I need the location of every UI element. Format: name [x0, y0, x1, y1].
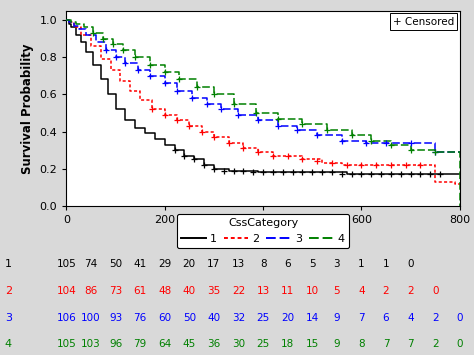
Text: 76: 76: [134, 313, 147, 323]
Text: 86: 86: [84, 286, 98, 296]
Text: 4: 4: [358, 286, 365, 296]
Text: 2: 2: [432, 313, 438, 323]
Text: 73: 73: [109, 286, 122, 296]
Text: 0: 0: [456, 339, 463, 349]
Text: 20: 20: [281, 313, 294, 323]
Text: 0: 0: [407, 260, 414, 269]
Text: 8: 8: [358, 339, 365, 349]
Text: 7: 7: [383, 339, 389, 349]
Text: 13: 13: [256, 286, 270, 296]
Text: 1: 1: [5, 260, 12, 269]
Text: 5: 5: [334, 286, 340, 296]
Text: 9: 9: [334, 339, 340, 349]
Text: 3: 3: [334, 260, 340, 269]
Text: 2: 2: [432, 339, 438, 349]
Text: 36: 36: [207, 339, 220, 349]
Text: 104: 104: [56, 286, 76, 296]
Text: 22: 22: [232, 286, 245, 296]
Text: 13: 13: [232, 260, 245, 269]
Text: 1: 1: [358, 260, 365, 269]
Text: 20: 20: [183, 260, 196, 269]
Text: 40: 40: [183, 286, 196, 296]
Text: 1: 1: [383, 260, 389, 269]
Y-axis label: Survival Probability: Survival Probability: [21, 43, 34, 174]
Text: 30: 30: [232, 339, 245, 349]
Text: 50: 50: [109, 260, 122, 269]
Text: 2: 2: [5, 286, 12, 296]
Text: 74: 74: [84, 260, 98, 269]
X-axis label: Duration of OS (Days): Duration of OS (Days): [191, 230, 336, 244]
Text: 0: 0: [432, 286, 438, 296]
Text: 9: 9: [334, 313, 340, 323]
Text: 15: 15: [306, 339, 319, 349]
Text: 2: 2: [407, 286, 414, 296]
Text: 93: 93: [109, 313, 122, 323]
Text: 25: 25: [256, 313, 270, 323]
Text: 4: 4: [407, 313, 414, 323]
Text: 18: 18: [281, 339, 294, 349]
Text: 105: 105: [56, 339, 76, 349]
Text: 29: 29: [158, 260, 171, 269]
Legend: 1, 2, 3, 4: 1, 2, 3, 4: [177, 213, 349, 248]
Text: 14: 14: [306, 313, 319, 323]
Text: 17: 17: [207, 260, 220, 269]
Text: 50: 50: [183, 313, 196, 323]
Text: + Censored: + Censored: [392, 17, 454, 27]
Text: 0: 0: [456, 313, 463, 323]
Text: 106: 106: [56, 313, 76, 323]
Text: 61: 61: [134, 286, 147, 296]
Text: 35: 35: [207, 286, 220, 296]
Text: 100: 100: [81, 313, 101, 323]
Text: 8: 8: [260, 260, 266, 269]
Text: 10: 10: [306, 286, 319, 296]
Text: 6: 6: [383, 313, 389, 323]
Text: 3: 3: [5, 313, 12, 323]
Text: 48: 48: [158, 286, 171, 296]
Text: 60: 60: [158, 313, 171, 323]
Text: 64: 64: [158, 339, 171, 349]
Text: 40: 40: [207, 313, 220, 323]
Text: 45: 45: [182, 339, 196, 349]
Text: 32: 32: [232, 313, 245, 323]
Text: 7: 7: [407, 339, 414, 349]
Text: 79: 79: [134, 339, 147, 349]
Text: 96: 96: [109, 339, 122, 349]
Text: 6: 6: [284, 260, 291, 269]
Text: 2: 2: [383, 286, 389, 296]
Text: 103: 103: [81, 339, 101, 349]
Text: 7: 7: [358, 313, 365, 323]
Text: 41: 41: [134, 260, 147, 269]
Text: 105: 105: [56, 260, 76, 269]
Text: 4: 4: [5, 339, 12, 349]
Text: 5: 5: [309, 260, 316, 269]
Text: 11: 11: [281, 286, 294, 296]
Text: 25: 25: [256, 339, 270, 349]
